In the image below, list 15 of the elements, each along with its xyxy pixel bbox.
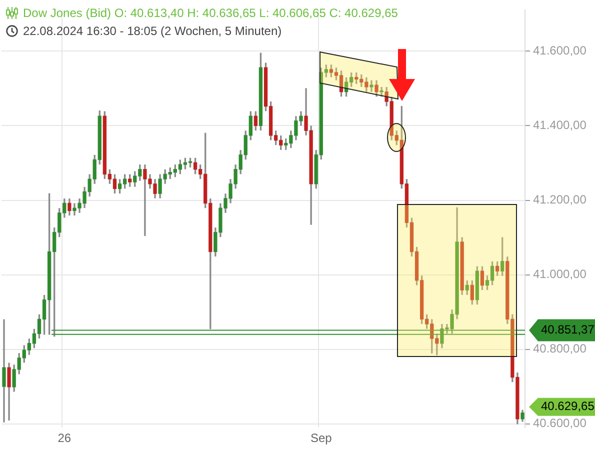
y-tick-label: 40.800,00 [533, 342, 587, 356]
x-tick-label: 26 [58, 431, 72, 446]
x-tick-label: Sep [310, 431, 332, 446]
candlestick [2, 319, 6, 422]
candlestick [370, 80, 374, 92]
y-tick-label: 41.400,00 [533, 118, 587, 132]
y-tick-label: 41.600,00 [533, 44, 587, 58]
text: 40.629,65 [541, 399, 595, 414]
y-tick-label: 40.600,00 [533, 416, 587, 430]
text: 22.08.2024 16:30 - 18:05 (2 Wochen, 5 Minuten) [23, 23, 282, 40]
y-tick-label: 41.000,00 [533, 267, 587, 282]
candlestick [380, 87, 384, 97]
chart-title: Dow Jones (Bid) O: 40.613,40 H: 40.636,65 L: 40.606,65 C: 40.629,65 [23, 5, 398, 22]
ref-line-label: 40.851,37 [541, 322, 595, 337]
y-tick-label: 41.200,00 [533, 192, 587, 207]
